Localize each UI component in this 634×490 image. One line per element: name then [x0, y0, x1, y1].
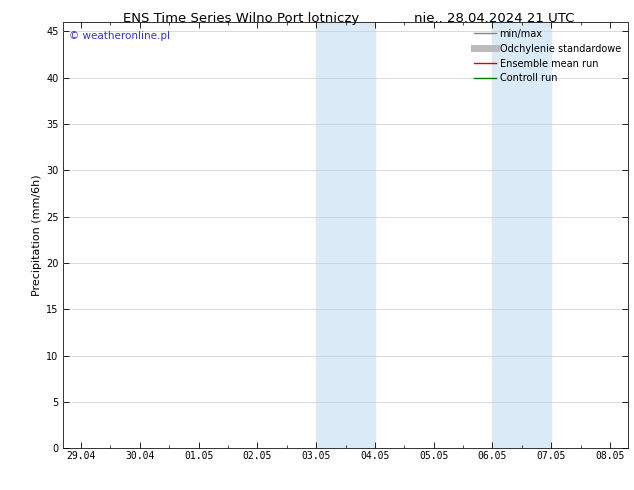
Y-axis label: Precipitation (mm/6h): Precipitation (mm/6h) — [32, 174, 42, 296]
Bar — [316, 22, 375, 448]
Bar — [493, 22, 551, 448]
Legend: min/max, Odchylenie standardowe, Ensemble mean run, Controll run: min/max, Odchylenie standardowe, Ensembl… — [470, 25, 624, 87]
Text: © weatheronline.pl: © weatheronline.pl — [69, 30, 170, 41]
Text: ENS Time Series Wilno Port lotniczy: ENS Time Series Wilno Port lotniczy — [123, 12, 359, 25]
Text: nie.. 28.04.2024 21 UTC: nie.. 28.04.2024 21 UTC — [415, 12, 574, 25]
